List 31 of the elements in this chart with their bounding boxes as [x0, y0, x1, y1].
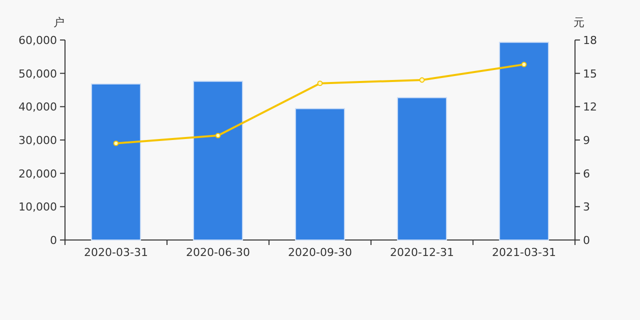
y2-tick-label: 6 [583, 167, 590, 180]
bar [499, 42, 549, 240]
point [419, 77, 425, 83]
y2-axis-title: 元 [574, 16, 584, 29]
y-tick-label: 50,000 [18, 67, 57, 80]
y-tick-label: 30,000 [18, 134, 57, 147]
point [215, 132, 221, 138]
point [113, 140, 119, 146]
y-tick-label: 0 [50, 234, 57, 247]
y-tick-label: 10,000 [18, 200, 57, 214]
point [521, 62, 527, 68]
bar [295, 108, 345, 240]
y-tick-label: 40,000 [18, 100, 57, 114]
y2-tick-label: 12 [583, 100, 597, 114]
bar [193, 80, 243, 240]
y2-tick-label: 18 [583, 34, 597, 47]
y-tick-label: 20,000 [18, 167, 57, 180]
x-tick-label: 2021-03-31 [492, 246, 556, 259]
point [317, 80, 323, 86]
y2-tick-label: 0 [583, 234, 590, 247]
y2-tick-label: 15 [583, 67, 597, 80]
y2-tick-label: 3 [583, 200, 590, 214]
x-tick-label: 2020-03-31 [84, 246, 148, 259]
bar [91, 84, 141, 240]
y-tick-label: 60,000 [18, 34, 57, 47]
y2-tick-label: 9 [583, 134, 590, 147]
x-tick-label: 2020-09-30 [288, 246, 352, 259]
x-tick-label: 2020-12-31 [390, 246, 454, 259]
y-axis-title: 户 [54, 16, 64, 29]
x-tick-label: 2020-06-30 [186, 246, 250, 259]
bar [397, 97, 447, 240]
